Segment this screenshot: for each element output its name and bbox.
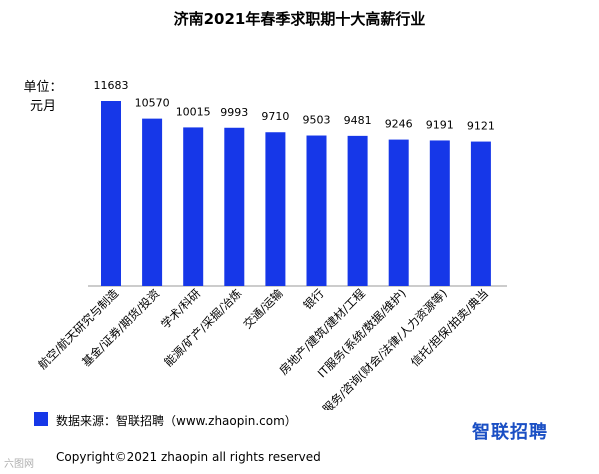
data-label: 11683 [94,79,129,92]
brand-logo: 智联招聘 [472,422,548,443]
bar [470,141,491,286]
data-label: 10015 [176,105,211,118]
chart-title: 济南2021年春季求职期十大高薪行业 [173,10,426,28]
bar [306,135,327,286]
bar [142,118,163,286]
bar [429,140,450,286]
x-tick-label: 信托/担保/拍卖/典当 [408,286,491,369]
bar [265,132,286,286]
x-tick-label: 银行 [300,286,326,312]
data-label: 9993 [220,106,248,119]
bar [101,101,121,286]
bar-chart: 11683航空/航天研究与制造10570基金/证券/期货/投资10015学术/科… [35,79,507,410]
bar [347,135,368,286]
data-label: 9710 [261,110,289,123]
data-label: 10570 [135,97,170,110]
copyright-text: Copyright©2021 zhaopin all rights reserv… [56,450,321,464]
data-label: 9481 [344,114,372,127]
legend-swatch [34,412,48,426]
watermark: 六图网 [4,459,34,470]
bar [224,127,245,286]
data-label: 9246 [385,118,413,131]
data-label: 9191 [426,118,454,131]
source-note: 数据来源：智联招聘（www.zhaopin.com） [56,414,297,428]
bar [183,127,204,286]
bar [388,139,409,286]
data-label: 9121 [467,120,495,133]
data-label: 9503 [303,114,331,127]
y-axis-label: 单位：元月 [23,80,63,114]
x-tick-label: 基金/证券/期货/投资 [79,286,162,369]
x-tick-label: 能源/矿产/采掘/冶炼 [161,286,245,370]
x-tick-label: 交通/运输 [240,286,286,332]
